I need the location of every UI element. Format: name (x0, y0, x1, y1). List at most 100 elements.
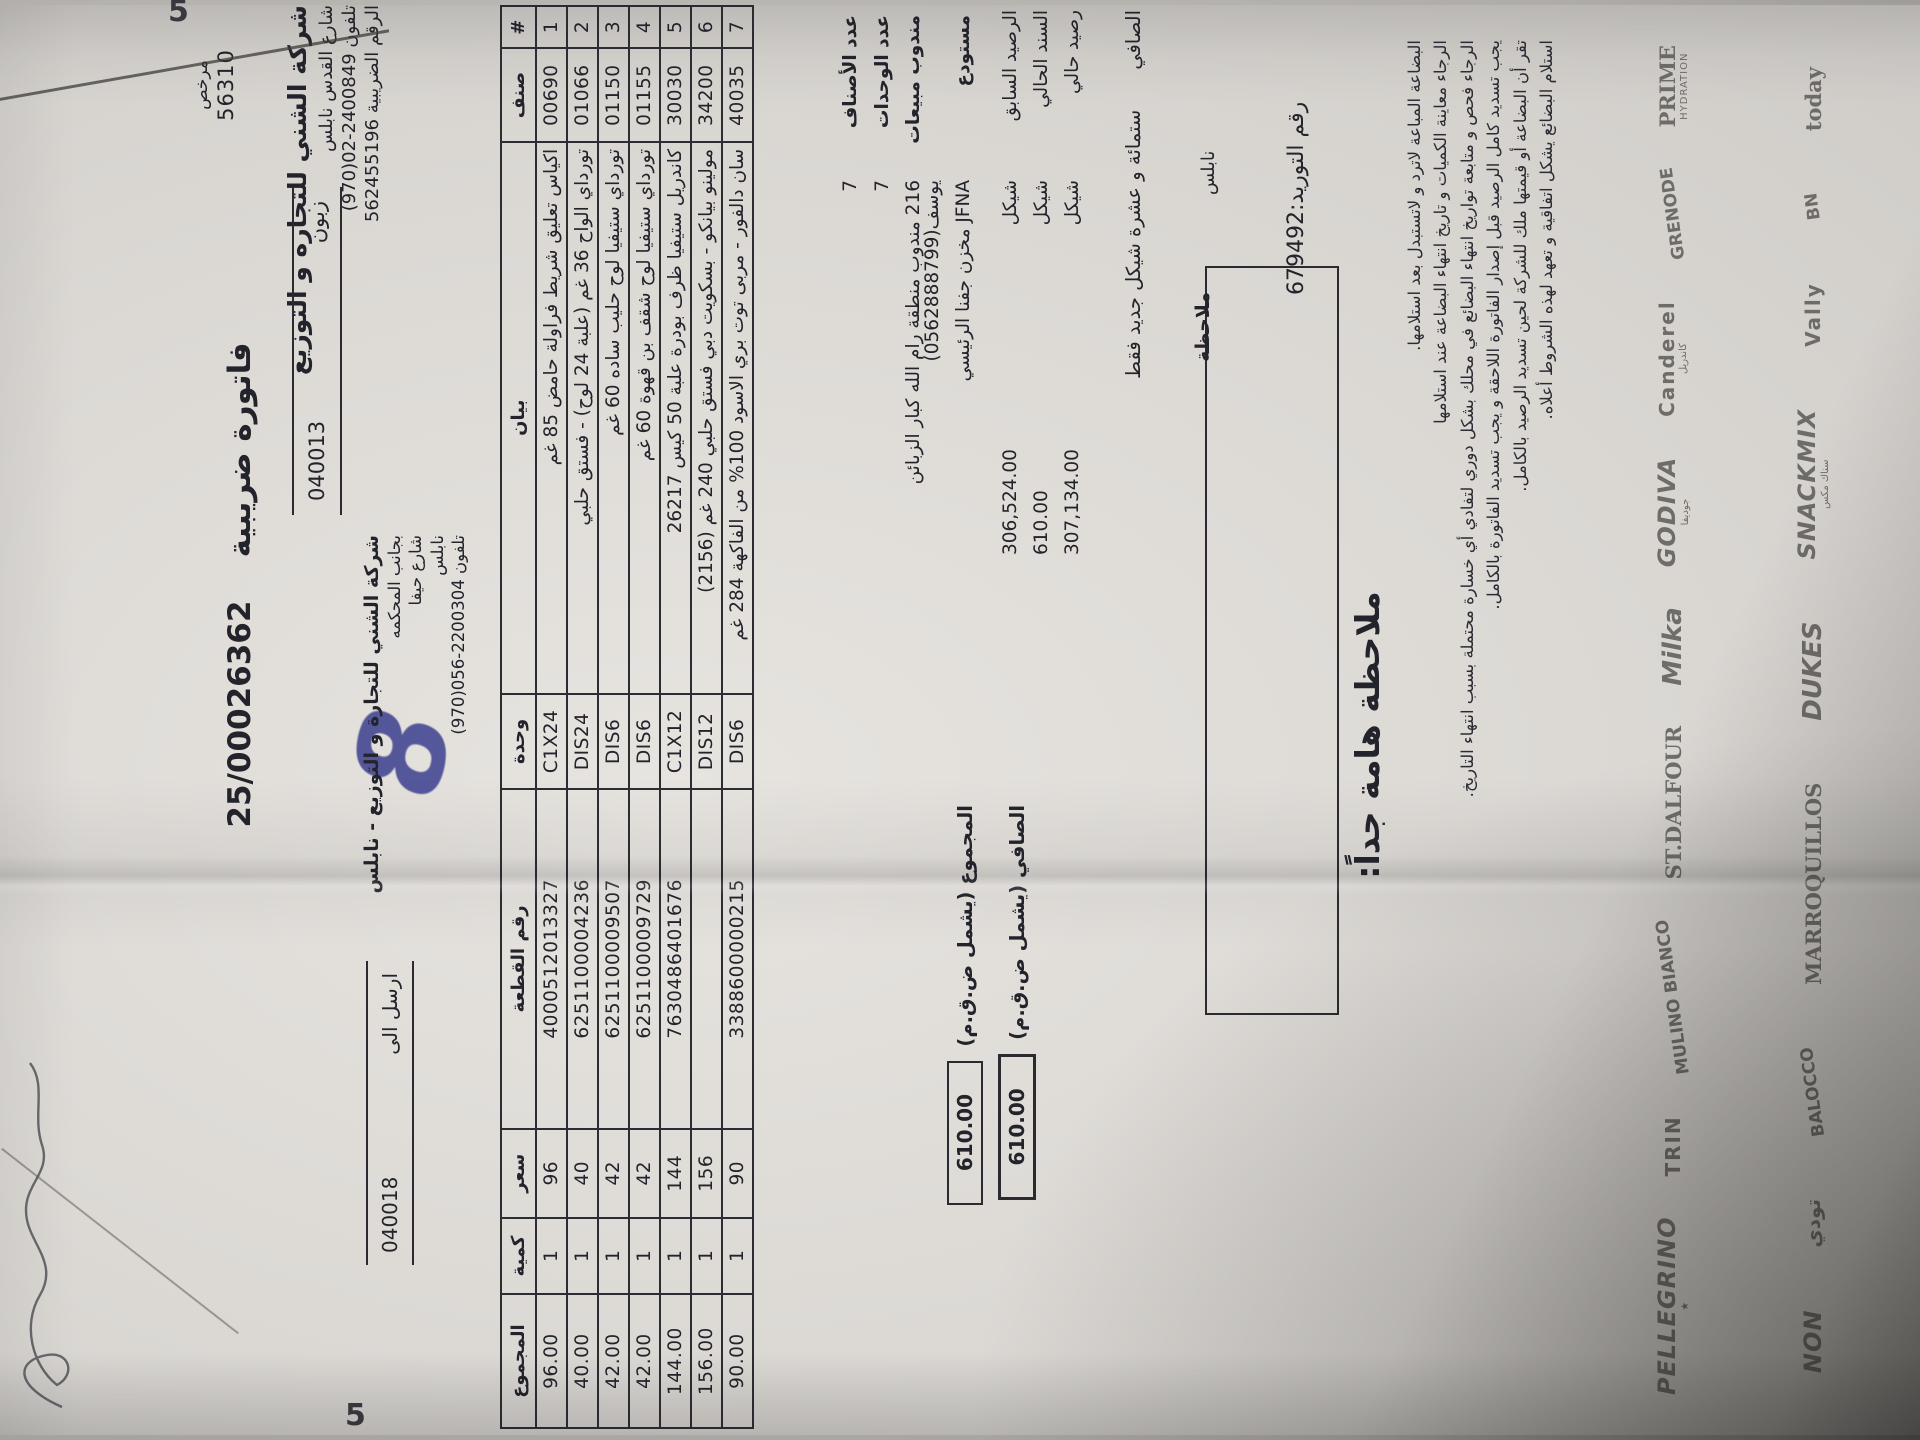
branch-phone-line: تلفون (970)056-2200304 (448, 535, 469, 1005)
net-total-value: 610.00 (998, 1053, 1036, 1200)
important-note-line: الرجاء معاينة الكميات و تاريخ انتهاء الب… (1431, 40, 1451, 424)
company-phone: (970)02-2400849 (338, 53, 360, 212)
summary-row: عدد الوحدات 7 (871, 15, 893, 575)
cell-part-number: 3388600000215 (722, 789, 753, 1129)
company-tax-line: الرقم الضريبية 562455196 (361, 5, 384, 349)
net-in-words-row: الصافي ستمائة و عشرة شيكل جديد فقط (1122, 10, 1145, 645)
cell-total: 156.00 (691, 1294, 722, 1428)
license-number: 56310 (214, 49, 239, 121)
table-row: 6 34200 مولينو بيانكو - بسكويت دبي فستق حل… (691, 6, 722, 1428)
brand-logo: today (1800, 67, 1826, 132)
cell-unit: DIS6 (629, 693, 660, 790)
balances-block: الرصيد السابق شيكل 306,524.00 السند الحالي ش… (1000, 10, 1093, 555)
brand-logo-subtext: HYDRATION (1678, 52, 1690, 120)
cell-index: 7 (722, 6, 753, 49)
brand-logo: DUKES (1798, 621, 1828, 720)
brand-logo-text: NON (1799, 1309, 1827, 1374)
table-row: 5 30030 كاندريل ستيفيا ظرف بودرة علبة 50 ك… (660, 6, 691, 1428)
brand-logo-text: MULINO BIANCO (1651, 918, 1694, 1077)
brand-logo: BN (1800, 191, 1825, 222)
net-in-words-label: الصافي (1122, 10, 1145, 70)
handwritten-digit-top: 5 (168, 0, 189, 29)
summary-value: 7 (871, 180, 893, 192)
branch-phone-label: تلفون (448, 535, 468, 575)
cell-total: 144.00 (660, 1294, 691, 1428)
summary-label: مندوب مبيعات (903, 15, 924, 144)
brand-logo-text: Milka (1658, 607, 1688, 686)
table-header-cell: بيان (501, 141, 536, 694)
cell-part-number (691, 789, 722, 1129)
cell-item-code: 01066 (567, 48, 598, 142)
cell-index: 2 (567, 6, 598, 49)
brand-logo-text: BN (1800, 191, 1825, 222)
brand-logo-text: تودي (1801, 1198, 1825, 1248)
balance-label: الرصيد السابق (1000, 10, 1021, 122)
cell-index: 5 (660, 6, 691, 49)
table-header-cell: رقم القطعة (501, 789, 536, 1129)
cell-qty: 1 (660, 1217, 691, 1295)
invoice-paper: مرخص 56310 فاتورة ضريبية 25/00026362 8 ش… (0, 5, 1920, 1435)
table-row: 1 00690 اكياس تعليق شريط فراولة حامض 85 غم… (536, 6, 567, 1428)
cell-qty: 1 (536, 1217, 567, 1295)
brand-logo-text: Canderel (1655, 300, 1679, 417)
grand-total-label: المجموع (يشمل ض.ق.م) (953, 805, 977, 1047)
brand-logos-row-2: NON تودي BALOCCO MARROQUILLOS DUKES SNACKMIX س… (1793, 5, 1831, 1435)
summary-value: 216 مندوب منطقة رام الله كبار الزبائن يو… (903, 180, 943, 485)
cell-item-code: 01155 (629, 48, 660, 142)
table-header-cell: كمية (501, 1217, 536, 1295)
supply-number: 679492 (1284, 211, 1309, 295)
cell-unit: DIS6 (598, 693, 629, 790)
cell-item-code: 34200 (691, 48, 722, 142)
cell-item-code: 00690 (536, 48, 567, 142)
cell-description: تورداي ستيفيا لوح حليب ساده 60 غم (598, 141, 629, 694)
brand-logo-text: PRIME (1654, 45, 1680, 128)
company-tax-number: 562455196 (362, 119, 384, 223)
brand-logo: GODIVA جوديفا (1653, 457, 1691, 567)
balance-currency: شيكل (1000, 180, 1021, 226)
brand-logo-subtext: جوديفا (1680, 498, 1691, 526)
brand-logo: TRIN (1661, 1115, 1685, 1176)
important-note-heading: ملاحظة هامة جداً: (1348, 591, 1387, 879)
cell-price: 40 (567, 1128, 598, 1218)
cell-part-number: 6251100009507 (598, 789, 629, 1129)
brand-logo-text: PELLEGRINO (1653, 1216, 1681, 1396)
note-box-label: ملاحظة (1192, 292, 1214, 362)
brand-logo-text: BALOCCO (1796, 1045, 1829, 1139)
balance-amount: 306,524.00 (1000, 449, 1021, 555)
summary-label: عدد الأصناف (840, 15, 861, 129)
brand-logo: NON (1799, 1309, 1827, 1374)
handwritten-digit-bottom: 5 (345, 1398, 366, 1433)
cell-unit: C1X24 (536, 693, 567, 790)
supply-number-label: رقم التوريد: (1284, 101, 1309, 212)
cell-description: تورداي ستيفيا لوح شقف بن قهوة 60 غم (629, 141, 660, 694)
cell-price: 42 (629, 1128, 660, 1218)
balance-row: الرصيد السابق شيكل 306,524.00 (1000, 10, 1021, 555)
balance-amount: 307,134.00 (1062, 449, 1083, 555)
balance-currency: شيكل (1062, 180, 1083, 226)
cell-total: 96.00 (536, 1294, 567, 1428)
cell-item-code: 40035 (722, 48, 753, 142)
summary-row: عدد الأصناف 7 (840, 15, 861, 575)
cell-index: 4 (629, 6, 660, 49)
cell-qty: 1 (567, 1217, 598, 1295)
invoice-title: فاتورة ضريبية (222, 342, 258, 558)
brand-logo-text: GRENODE (1656, 166, 1689, 262)
cell-qty: 1 (722, 1217, 753, 1295)
summary-row: مستودع JFNA مخزن جفنا الرئيسي (953, 15, 974, 575)
brand-logo-text: today (1800, 67, 1826, 132)
cell-price: 96 (536, 1128, 567, 1218)
balance-amount: 610.00 (1031, 490, 1052, 555)
brand-logo-subtext: سناك مكس (1820, 459, 1831, 509)
brand-logo-text: SNACKMIX (1793, 408, 1821, 560)
cell-description: كاندريل ستيفيا ظرف بودرة علبة 50 كيس 262… (660, 141, 691, 694)
brand-logo: Milka (1658, 607, 1688, 686)
cell-total: 42.00 (598, 1294, 629, 1428)
cell-index: 3 (598, 6, 629, 49)
branch-line3: نابلس (427, 535, 447, 576)
brand-logo: MARROQUILLOS (1801, 783, 1826, 985)
grand-total-value: 610.00 (947, 1060, 983, 1205)
net-total-label: الصافي (يشمل ض.ق.م) (1005, 805, 1029, 1040)
balance-currency: شيكل (1031, 180, 1052, 226)
customer-number: 040013 (305, 420, 329, 501)
